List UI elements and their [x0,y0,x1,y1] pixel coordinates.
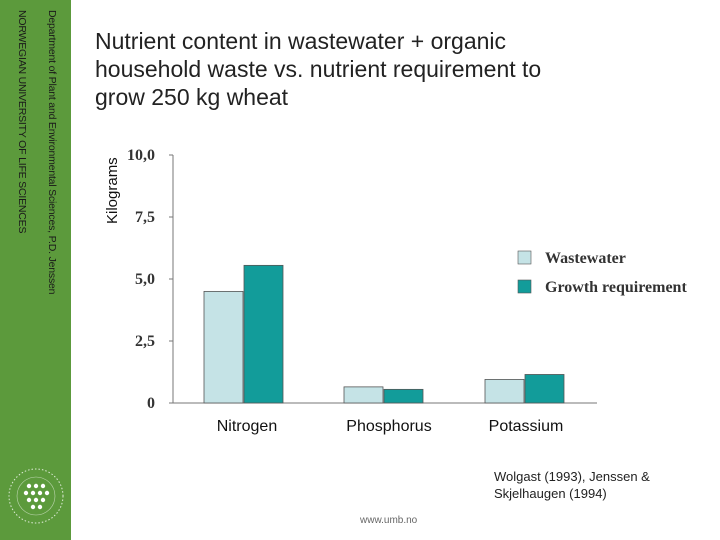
category-label-potassium: Potassium [480,413,572,441]
y-tick-label: 5,0 [135,271,155,288]
legend-swatch-growth-requirement [517,279,532,294]
y-axis-label: Kilograms [104,157,121,224]
bar-growth-requirement-nitrogen [243,264,284,404]
bar-growth-requirement-phosphorus [383,388,424,404]
category-label-phosphorus: Phosphorus [337,413,441,441]
slide-title: Nutrient content in wastewater + organic… [95,28,542,110]
category-label-nitrogen: Nitrogen [209,413,285,441]
y-tick-label: 10,0 [127,147,155,164]
bar-growth-requirement-potassium [524,374,565,404]
source-citation: Wolgast (1993), Jenssen & Skjelhaugen (1… [494,469,650,501]
sidebar: Department of Plant and Environmental Sc… [0,0,71,540]
bar-wastewater-nitrogen [203,290,244,404]
y-tick-label: 0 [147,395,155,412]
bar-wastewater-phosphorus [343,386,384,404]
legend-label-wastewater: Wastewater [545,250,626,267]
bar-wastewater-potassium [484,379,525,404]
legend-swatch-wastewater [517,250,532,265]
y-tick-label: 7,5 [135,209,155,226]
legend-label-growth-requirement: Growth requirement [545,279,687,296]
footer-url: www.umb.no [360,515,418,526]
university-logo-icon [8,468,64,524]
y-tick-label: 2,5 [135,333,155,350]
